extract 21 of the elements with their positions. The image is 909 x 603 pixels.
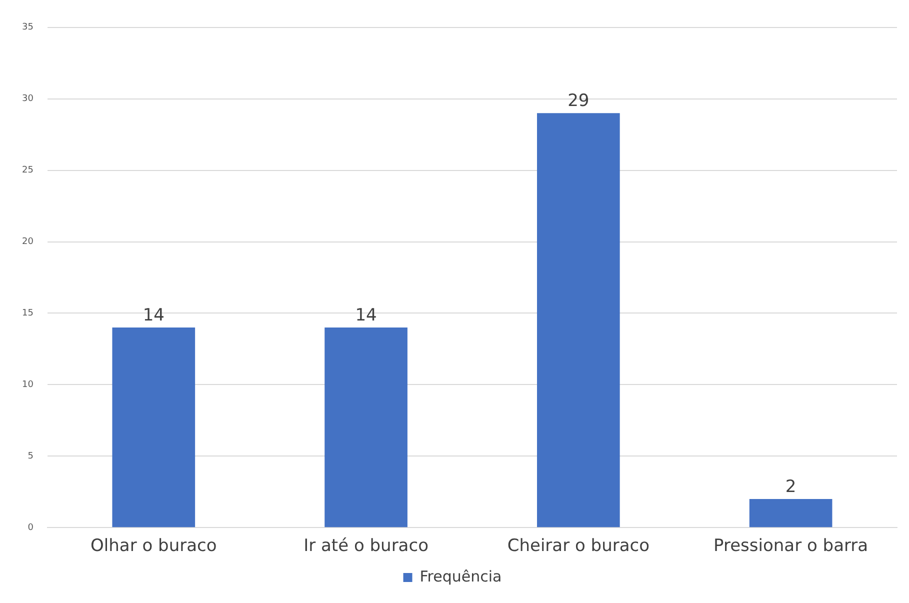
- bar: [537, 113, 620, 528]
- y-tick-label: 30: [22, 94, 34, 104]
- y-tick-label: 25: [22, 166, 34, 176]
- y-tick-label: 10: [22, 380, 34, 390]
- data-label: 2: [785, 476, 796, 497]
- bar: [749, 499, 832, 528]
- bar: [112, 328, 196, 528]
- bar: [324, 328, 408, 528]
- y-tick-label: 0: [28, 522, 34, 533]
- data-label: 14: [142, 305, 164, 326]
- legend-label: Frequência: [420, 567, 502, 586]
- y-tick-label: 35: [22, 22, 34, 33]
- data-label: 29: [568, 91, 590, 112]
- y-tick-label: 5: [28, 451, 34, 462]
- x-tick-label: Olhar o buraco: [90, 536, 217, 556]
- x-tick-label: Cheirar o buraco: [507, 536, 650, 556]
- y-tick-label: 15: [22, 308, 34, 319]
- data-label: 14: [355, 305, 377, 326]
- y-tick-label: 20: [22, 237, 34, 248]
- x-tick-label: Ir até o buraco: [304, 536, 428, 556]
- x-tick-label: Pressionar o barra: [714, 536, 868, 556]
